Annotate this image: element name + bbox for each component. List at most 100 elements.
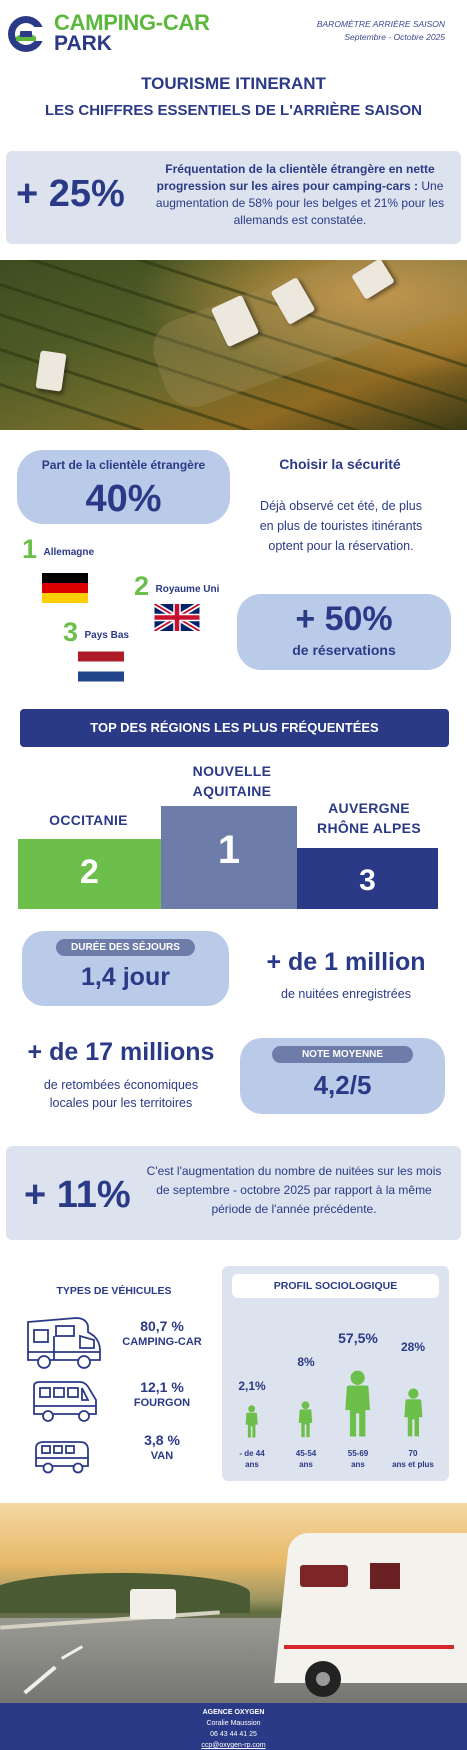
rank-number: 3 [63, 617, 79, 647]
vehicle-percent: 3,8 % [144, 1432, 180, 1448]
regions-banner: TOP DES RÉGIONS LES PLUS FRÉQUENTÉES [20, 709, 449, 747]
region-name-line2: AQUITAINE [192, 783, 272, 799]
profile-percent: 2,1% [238, 1378, 266, 1393]
barometer-caption: BAROMÈTRE ARRIÈRE SAISON Septembre - Oct… [317, 18, 445, 44]
person-icon [403, 1388, 422, 1437]
vehicle-percent: 12,1 % [140, 1379, 184, 1395]
camping-car-park-logo-icon [8, 16, 46, 52]
economy-label: de retombées économiques locales pour le… [43, 1078, 199, 1110]
vehicle-row-van: 12,1 % FOURGON [112, 1379, 212, 1409]
reservations-value: + 50% [295, 600, 393, 638]
germany-flag-icon [42, 573, 88, 603]
security-title: Choisir la sécurité [279, 456, 401, 472]
footer-contact: Coralie Maussion [206, 1720, 261, 1727]
profile-age-line1: - de 44 [239, 1449, 265, 1458]
profile-age: 55-69 ans [326, 1448, 390, 1470]
vehicle-label: CAMPING-CAR [122, 1336, 202, 1348]
combi-van-icon [35, 1441, 89, 1474]
reservations-label: de réservations [292, 642, 396, 658]
rank-number: 1 [22, 534, 38, 564]
region-name-line1: NOUVELLE [192, 763, 272, 779]
profile-age-line2: ans [245, 1460, 259, 1469]
nights-label: de nuitées enregistrées [281, 987, 411, 1001]
profile-age: - de 44 ans [220, 1448, 284, 1470]
vehicle-label: FOURGON [133, 1397, 191, 1409]
profile-percent: 57,5% [338, 1330, 378, 1346]
country-name: Allemagne [43, 547, 95, 558]
nights-growth-text: C'est l'augmentation du nombre de nuitée… [146, 1164, 442, 1216]
stay-duration-card: DURÉE DES SÉJOURS 1,4 jour [22, 931, 229, 1006]
footer-phone: 06 43 44 41 25 [210, 1731, 257, 1738]
profile-age-line1: 70 [408, 1449, 418, 1458]
profile-age: 45-54 ans [274, 1448, 338, 1470]
rating-tag: NOTE MOYENNE [272, 1046, 413, 1063]
barometer-title: BAROMÈTRE ARRIÈRE SAISON [316, 19, 445, 29]
vehicles-title: TYPES DE VÉHICULES [56, 1285, 172, 1297]
profile-percent: 8% [297, 1354, 315, 1369]
page-title: TOURISME ITINERANT [141, 74, 326, 93]
person-icon [245, 1404, 259, 1438]
foreign-share-card: Part de la clientèle étrangère 40% [17, 450, 230, 524]
podium-rank-3: 3 [359, 864, 376, 897]
podium-rank-1: 1 [217, 828, 241, 872]
country-rank-1: 1 Allemagne [22, 534, 95, 565]
foreign-growth-value: + 25% [16, 173, 125, 215]
podium-rank-2: 2 [80, 853, 99, 891]
foreign-growth-headline: Fréquentation de la clientèle étrangère … [156, 162, 435, 193]
logo-wordmark-line2: PARK [54, 32, 112, 55]
profile-percent: 28% [400, 1340, 426, 1355]
region-name-line1: AUVERGNE [328, 800, 410, 816]
footer: AGENCE OXYGEN Coralie Maussion 06 43 44 … [0, 1703, 467, 1750]
foreign-share-label: Part de la clientèle étrangère [41, 458, 206, 472]
vehicle-label: VAN [150, 1450, 174, 1462]
netherlands-flag-icon [78, 651, 124, 682]
economy-value: + de 17 millions [27, 1038, 215, 1066]
vehicle-percent: 80,7 % [140, 1318, 184, 1334]
sociological-profile-card: PROFIL SOCIOLOGIQUE 2,1% - de 44 ans 8% 45-5… [222, 1266, 449, 1481]
road-motorhome-photo [0, 1503, 467, 1703]
vineyard-campers-photo [0, 260, 467, 430]
stay-duration-tag: DURÉE DES SÉJOURS [56, 939, 195, 956]
podium-step-2: 2 [18, 839, 161, 909]
vehicle-row-motorhome: 80,7 % CAMPING-CAR [112, 1318, 212, 1348]
vehicle-row-combi: 3,8 % VAN [112, 1432, 212, 1462]
foreign-growth-detail: Une augmentation de 58% pour les belges … [155, 179, 445, 227]
foreign-growth-card: + 25% Fréquentation de la clientèle étra… [6, 151, 461, 244]
profile-age-line2: ans [299, 1460, 313, 1469]
podium-label-auvergne: AUVERGNE RHÔNE ALPES [294, 798, 444, 838]
country-name: Pays Bas [84, 630, 129, 641]
security-text: Déjà observé cet été, de plus en plus de… [259, 499, 423, 553]
foreign-growth-text: Fréquentation de la clientèle étrangère … [146, 161, 454, 229]
region-name-line2: RHÔNE ALPES [317, 820, 421, 836]
logo-wordmark-line1: CAMPING-CAR [54, 10, 210, 35]
country-rank-3: 3 Pays Bas [63, 617, 129, 648]
rating-card: NOTE MOYENNE 4,2/5 [240, 1038, 445, 1114]
nights-value: + de 1 million [266, 948, 426, 976]
footer-email-link[interactable]: ccp@oxygen-rp.com [201, 1742, 266, 1749]
barometer-period: Septembre - Octobre 2025 [344, 32, 445, 42]
podium-step-3: 3 [297, 848, 438, 909]
motorhome-icon [27, 1317, 101, 1369]
country-rank-2: 2 Royaume Uni [134, 571, 220, 602]
van-icon [33, 1381, 97, 1422]
united-kingdom-flag-icon [154, 604, 200, 631]
profile-age-line1: 45-54 [295, 1449, 317, 1458]
profile-age-line2: ans [351, 1460, 365, 1469]
podium-label-aquitaine: NOUVELLE AQUITAINE [160, 761, 304, 801]
page-subtitle: LES CHIFFRES ESSENTIELS DE L'ARRIÈRE SAI… [45, 102, 422, 119]
stay-duration-value: 1,4 jour [81, 963, 170, 991]
rating-value: 4,2/5 [313, 1070, 372, 1100]
foreign-share-value: 40% [85, 478, 162, 520]
rank-number: 2 [134, 571, 150, 601]
person-icon [299, 1401, 313, 1438]
podium-label-occitanie: OCCITANIE [49, 812, 128, 828]
profile-age-line2: ans et plus [392, 1460, 434, 1469]
footer-agency: AGENCE OXYGEN [202, 1709, 265, 1716]
profile-age-line1: 55-69 [347, 1449, 369, 1458]
person-icon [345, 1370, 371, 1437]
nights-growth-card: + 11% C'est l'augmentation du nombre de … [6, 1146, 461, 1240]
country-name: Royaume Uni [155, 584, 220, 595]
profile-title: PROFIL SOCIOLOGIQUE [232, 1274, 439, 1298]
profile-age: 70 ans et plus [381, 1448, 445, 1470]
nights-growth-value: + 11% [24, 1174, 131, 1216]
